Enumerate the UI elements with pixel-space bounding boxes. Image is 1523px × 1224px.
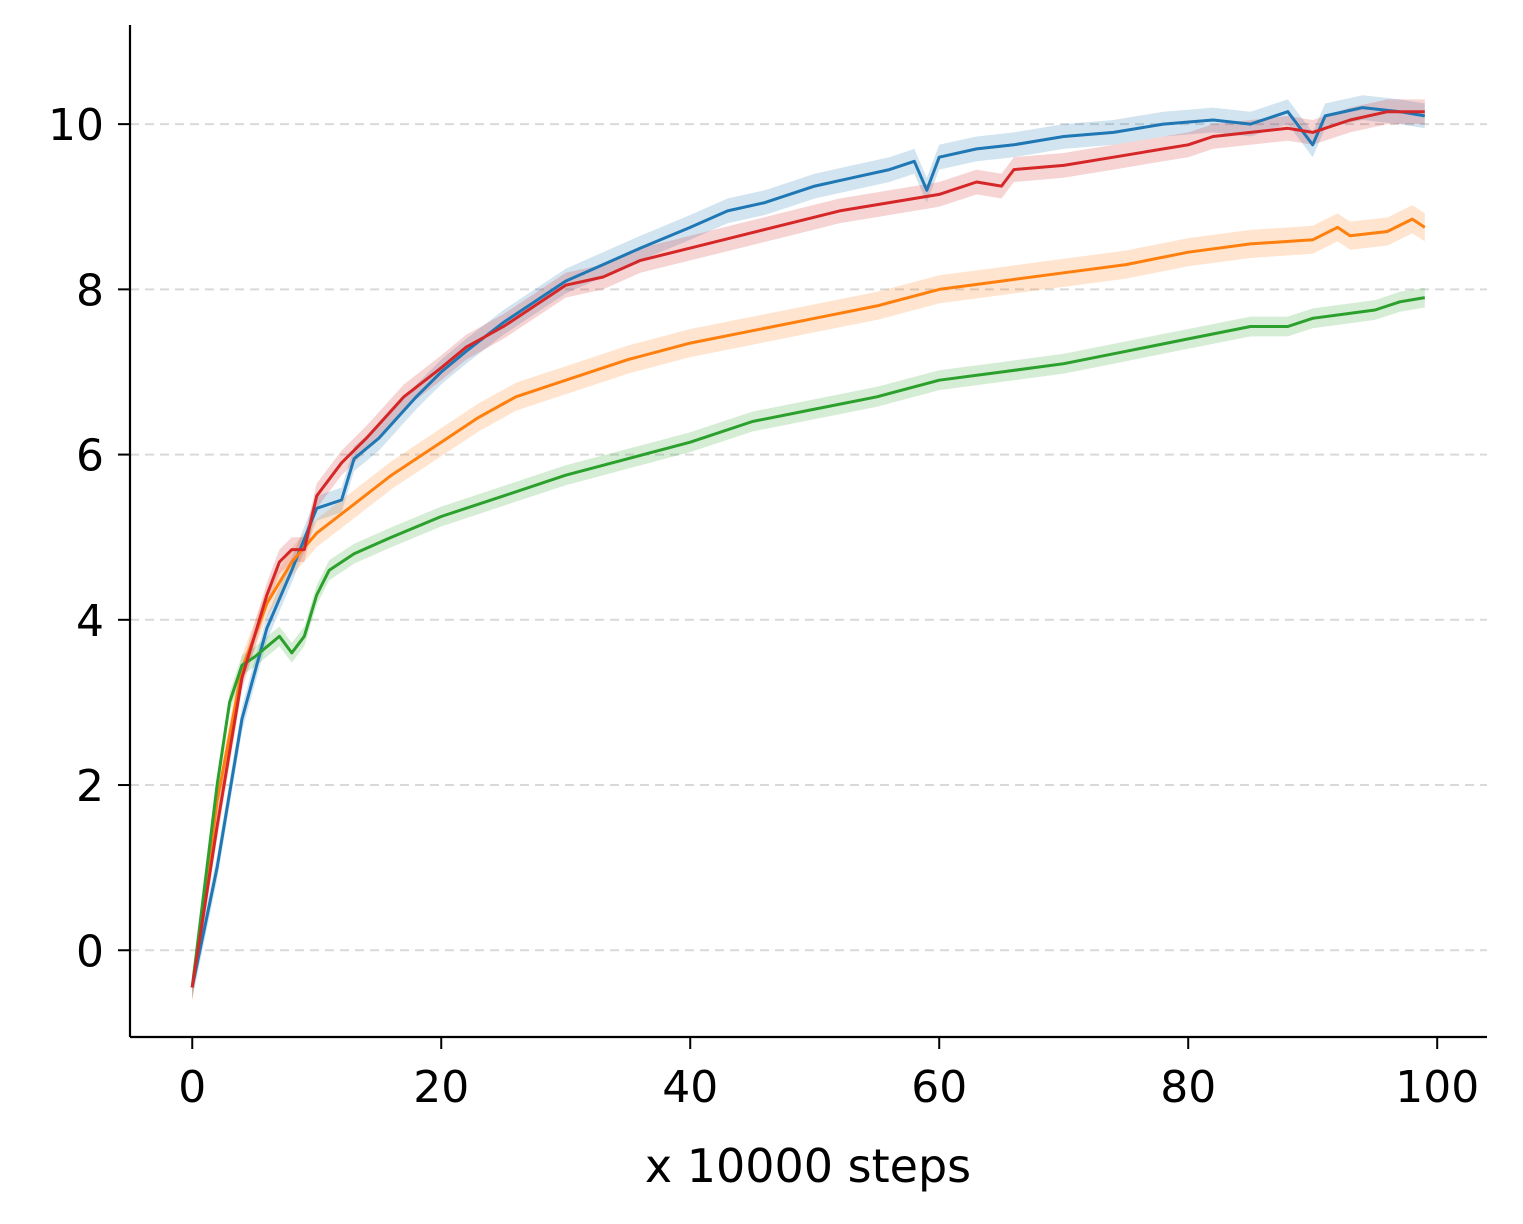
series-band-1 — [192, 95, 1425, 1000]
axes — [128, 25, 1487, 1039]
x-tick-label: 60 — [911, 1062, 967, 1113]
series-line-3 — [190, 296, 1426, 988]
y-axis-ticks: 0 2 4 6 8 10 — [48, 100, 130, 977]
series-lines — [190, 106, 1426, 988]
x-axis-ticks: 0 20 40 60 80 100 — [178, 1037, 1479, 1113]
series-line-2 — [190, 217, 1426, 988]
y-tick-label: 6 — [76, 431, 104, 482]
y-tick-label: 2 — [76, 761, 104, 812]
series-band-3 — [192, 287, 1425, 998]
series-line-1 — [190, 106, 1426, 988]
x-axis-label: x 10000 steps — [645, 1139, 971, 1193]
x-tick-label: 80 — [1160, 1062, 1216, 1113]
y-tick-label: 4 — [76, 596, 104, 647]
x-tick-label: 0 — [178, 1062, 206, 1113]
confidence-bands — [192, 95, 1425, 1002]
x-tick-label: 100 — [1395, 1062, 1479, 1113]
y-tick-label: 0 — [76, 926, 104, 977]
y-tick-label: 8 — [76, 265, 104, 316]
x-tick-label: 40 — [662, 1062, 718, 1113]
x-tick-label: 20 — [413, 1062, 469, 1113]
series-line-4 — [190, 110, 1425, 988]
y-tick-label: 10 — [48, 100, 104, 151]
grid-lines — [130, 123, 1487, 952]
